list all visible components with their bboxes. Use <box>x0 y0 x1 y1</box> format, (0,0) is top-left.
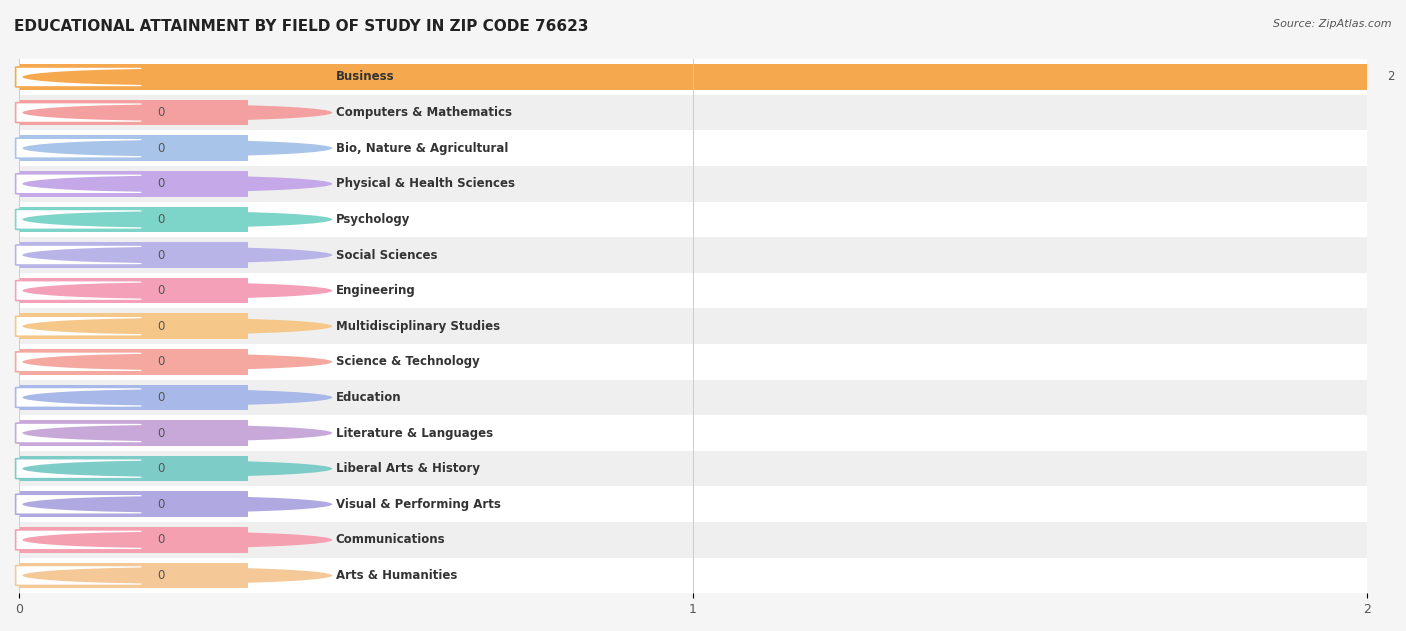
Text: Multidisciplinary Studies: Multidisciplinary Studies <box>336 320 499 333</box>
Bar <box>20 237 1367 273</box>
Text: EDUCATIONAL ATTAINMENT BY FIELD OF STUDY IN ZIP CODE 76623: EDUCATIONAL ATTAINMENT BY FIELD OF STUDY… <box>14 19 589 34</box>
FancyBboxPatch shape <box>15 387 142 408</box>
Text: 0: 0 <box>157 427 165 440</box>
FancyBboxPatch shape <box>15 352 142 372</box>
Text: Engineering: Engineering <box>336 284 415 297</box>
Bar <box>20 456 249 481</box>
Bar <box>20 278 249 304</box>
Bar <box>20 242 249 268</box>
Bar <box>20 527 249 553</box>
Bar <box>20 487 1367 522</box>
Bar <box>20 314 249 339</box>
FancyBboxPatch shape <box>15 67 142 87</box>
Text: Source: ZipAtlas.com: Source: ZipAtlas.com <box>1274 19 1392 29</box>
Bar <box>20 131 1367 166</box>
FancyBboxPatch shape <box>15 530 142 550</box>
Bar <box>20 492 249 517</box>
Text: Computers & Mathematics: Computers & Mathematics <box>336 106 512 119</box>
Bar <box>20 344 1367 380</box>
FancyBboxPatch shape <box>15 209 142 230</box>
Ellipse shape <box>22 496 332 512</box>
FancyBboxPatch shape <box>15 138 142 158</box>
Text: Visual & Performing Arts: Visual & Performing Arts <box>336 498 501 510</box>
FancyBboxPatch shape <box>15 494 142 514</box>
Text: 0: 0 <box>157 320 165 333</box>
Text: 0: 0 <box>157 284 165 297</box>
Text: Bio, Nature & Agricultural: Bio, Nature & Agricultural <box>336 142 508 155</box>
Ellipse shape <box>22 175 332 192</box>
Text: Psychology: Psychology <box>336 213 411 226</box>
Text: 0: 0 <box>157 355 165 369</box>
Ellipse shape <box>22 532 332 548</box>
Ellipse shape <box>22 353 332 370</box>
Text: Social Sciences: Social Sciences <box>336 249 437 261</box>
Text: Science & Technology: Science & Technology <box>336 355 479 369</box>
Bar <box>20 385 249 410</box>
Bar <box>20 349 249 375</box>
Ellipse shape <box>22 425 332 441</box>
Text: Liberal Arts & History: Liberal Arts & History <box>336 462 479 475</box>
Bar <box>20 451 1367 487</box>
Text: Education: Education <box>336 391 401 404</box>
Text: 0: 0 <box>157 391 165 404</box>
Text: 0: 0 <box>157 213 165 226</box>
Text: Communications: Communications <box>336 533 446 546</box>
Bar <box>20 206 249 232</box>
Text: 0: 0 <box>157 462 165 475</box>
Bar <box>20 201 1367 237</box>
Text: 2: 2 <box>1388 71 1395 83</box>
Text: 0: 0 <box>157 142 165 155</box>
FancyBboxPatch shape <box>15 459 142 479</box>
Text: 0: 0 <box>157 177 165 191</box>
Bar <box>20 100 249 126</box>
Text: 0: 0 <box>157 106 165 119</box>
Text: Literature & Languages: Literature & Languages <box>336 427 492 440</box>
Bar <box>20 136 249 161</box>
Ellipse shape <box>22 247 332 263</box>
Bar <box>20 309 1367 344</box>
Ellipse shape <box>22 389 332 406</box>
Bar <box>20 59 1367 95</box>
FancyBboxPatch shape <box>15 245 142 265</box>
Bar <box>20 415 1367 451</box>
Ellipse shape <box>22 283 332 299</box>
Ellipse shape <box>22 567 332 584</box>
Ellipse shape <box>22 69 332 85</box>
Ellipse shape <box>22 318 332 334</box>
Text: 0: 0 <box>157 249 165 261</box>
Text: Physical & Health Sciences: Physical & Health Sciences <box>336 177 515 191</box>
Bar <box>20 273 1367 309</box>
Bar <box>20 380 1367 415</box>
Text: Arts & Humanities: Arts & Humanities <box>336 569 457 582</box>
Ellipse shape <box>22 140 332 156</box>
Bar <box>20 420 249 446</box>
Text: 0: 0 <box>157 569 165 582</box>
Ellipse shape <box>22 211 332 228</box>
FancyBboxPatch shape <box>15 174 142 194</box>
Text: 0: 0 <box>157 498 165 510</box>
Bar <box>20 522 1367 558</box>
FancyBboxPatch shape <box>15 103 142 122</box>
Bar <box>20 95 1367 131</box>
Ellipse shape <box>22 104 332 121</box>
Bar <box>20 166 1367 201</box>
Bar <box>20 171 249 197</box>
Bar <box>20 563 249 588</box>
Bar <box>20 558 1367 593</box>
Text: 0: 0 <box>157 533 165 546</box>
FancyBboxPatch shape <box>15 423 142 443</box>
FancyBboxPatch shape <box>15 565 142 586</box>
Bar <box>20 64 1367 90</box>
FancyBboxPatch shape <box>15 316 142 336</box>
Ellipse shape <box>22 461 332 477</box>
FancyBboxPatch shape <box>15 281 142 300</box>
Text: Business: Business <box>336 71 394 83</box>
